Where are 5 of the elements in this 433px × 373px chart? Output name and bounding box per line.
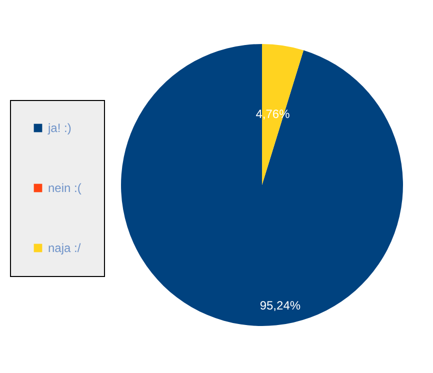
legend-label: nein :( [48, 181, 82, 195]
legend-label: naja :/ [48, 241, 82, 255]
pie-slice [121, 44, 403, 326]
legend-label: ja! :) [47, 121, 72, 135]
data-label: 95,24% [260, 298, 301, 313]
